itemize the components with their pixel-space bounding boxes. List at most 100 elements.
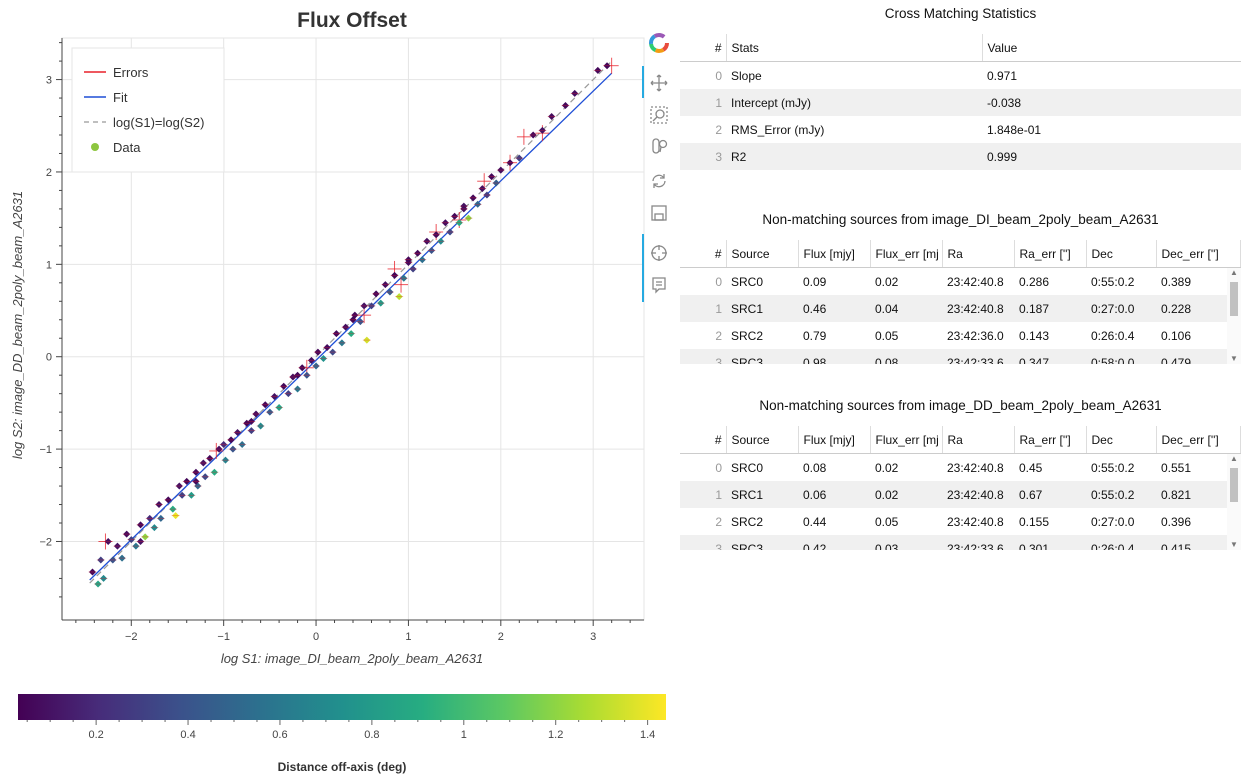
legend-label: Errors <box>113 65 149 80</box>
table-cell: 0.999 <box>982 143 1241 170</box>
col-header[interactable]: Dec <box>1086 426 1157 454</box>
table-cell: 0.02 <box>870 481 942 508</box>
table-cell: 0.09 <box>803 274 827 289</box>
col-header[interactable]: Flux [mjy] <box>798 426 871 454</box>
colorbar-tick-label: 1.2 <box>548 729 563 741</box>
col-header[interactable]: Source <box>726 240 799 268</box>
scrollbar[interactable]: ▲ ▼ <box>1227 268 1241 364</box>
table-cell: 0.551 <box>1161 460 1192 475</box>
col-header-index[interactable]: # <box>680 34 727 62</box>
table-cell: 0.04 <box>870 295 942 322</box>
table-cell: 0:26:0.4 <box>1086 535 1156 550</box>
table-cell: 0.03 <box>870 535 942 550</box>
row-index: 0 <box>715 68 722 83</box>
table-cell: 23:42:40.8 <box>947 514 1004 529</box>
colorbar-tick-label: 1.4 <box>640 729 655 741</box>
table-cell: 0.389 <box>1161 274 1192 289</box>
table-row[interactable]: 2 SRC2 0.44 0.05 23:42:40.8 0.155 0:27:0.0 0.39… <box>680 508 1241 535</box>
colorbar-tick-label: 1 <box>461 729 467 741</box>
table-row[interactable]: 3 R2 0.999 <box>680 143 1241 170</box>
wheel-zoom-icon[interactable] <box>648 136 670 158</box>
table-cell: 0.06 <box>798 481 870 508</box>
table-cell: 0:55:0.2 <box>1091 274 1135 289</box>
col-header-stats[interactable]: Stats <box>726 34 983 62</box>
row-index: 3 <box>680 143 726 170</box>
save-icon[interactable] <box>648 202 670 224</box>
table-row[interactable]: 3 SRC3 0.42 0.03 23:42:33.6 0.301 0:26:0.4 0.41… <box>680 535 1241 550</box>
row-index: 2 <box>715 514 722 529</box>
col-header[interactable]: Ra <box>942 426 1015 454</box>
table-row[interactable]: 0 SRC0 0.08 0.02 23:42:40.8 0.45 0:55:0.2 0.551 <box>680 454 1241 482</box>
table-cell: 0.347 <box>1014 349 1086 364</box>
col-header[interactable]: # <box>680 426 727 454</box>
crosshair-icon[interactable] <box>648 242 670 264</box>
col-header[interactable]: Source <box>726 426 799 454</box>
col-header[interactable]: Dec <box>1086 240 1157 268</box>
non-match-dd-table[interactable]: # Source Flux [mjy] Flux_err [mj Ra Ra_err ['… <box>680 426 1241 550</box>
bokeh-logo-icon[interactable] <box>648 32 670 54</box>
box-zoom-icon[interactable] <box>648 104 670 126</box>
table-row[interactable]: 3 SRC3 0.98 0.08 23:42:33.6 0.347 0:58:0.0 0.47… <box>680 349 1241 364</box>
col-header[interactable]: # <box>680 240 727 268</box>
non-match-di-table[interactable]: # Source Flux [mjy] Flux_err [mj Ra Ra_err ['… <box>680 240 1241 364</box>
col-header[interactable]: Ra <box>942 240 1015 268</box>
col-header-value[interactable]: Value <box>982 34 1241 62</box>
table-cell: 0:55:0.2 <box>1086 481 1156 508</box>
col-header[interactable]: Ra_err [''] <box>1014 240 1087 268</box>
table-cell: 0.228 <box>1156 295 1241 322</box>
table-cell: 0.98 <box>798 349 870 364</box>
table-row[interactable]: 1 Intercept (mJy) -0.038 <box>680 89 1241 116</box>
col-header[interactable]: Dec_err [''] <box>1156 426 1241 454</box>
x-tick-label: 2 <box>498 631 504 643</box>
row-index: 3 <box>680 349 726 364</box>
x-tick-label: −1 <box>217 631 230 643</box>
table-row[interactable]: 1 SRC1 0.06 0.02 23:42:40.8 0.67 0:55:0.2 0.821 <box>680 481 1241 508</box>
legend[interactable]: Errors Fit log(S1)=log(S2) Data <box>71 47 225 173</box>
table-cell: 0.971 <box>987 68 1018 83</box>
table-cell: 23:42:40.8 <box>947 274 1004 289</box>
y-tick-label: 2 <box>46 167 52 179</box>
table-cell: 0.79 <box>803 328 827 343</box>
table-cell: 0.821 <box>1156 481 1241 508</box>
row-index: 2 <box>715 122 722 137</box>
table-cell: SRC2 <box>731 514 764 529</box>
col-header[interactable]: Flux_err [mj <box>870 240 943 268</box>
table-cell: Intercept (mJy) <box>726 89 982 116</box>
table-row[interactable]: 2 RMS_Error (mJy) 1.848e-01 <box>680 116 1241 143</box>
table-cell: -0.038 <box>982 89 1241 116</box>
y-tick-label: 0 <box>46 352 52 364</box>
table-row[interactable]: 1 SRC1 0.46 0.04 23:42:40.8 0.187 0:27:0.0 0.22… <box>680 295 1241 322</box>
table-cell: 23:42:40.8 <box>942 295 1014 322</box>
table-cell: 0.02 <box>875 460 899 475</box>
table-cell: 23:42:40.8 <box>947 460 1004 475</box>
col-header[interactable]: Flux [mjy] <box>798 240 871 268</box>
table-row[interactable]: 2 SRC2 0.79 0.05 23:42:36.0 0.143 0:26:0.4 0.10… <box>680 322 1241 349</box>
hover-icon[interactable] <box>648 274 670 296</box>
table-cell: 0:26:0.4 <box>1091 328 1135 343</box>
legend-label: Fit <box>113 90 128 105</box>
colorbar-label: Distance off-axis (deg) <box>278 760 407 774</box>
x-tick-label: 1 <box>405 631 411 643</box>
col-header[interactable]: Ra_err [''] <box>1014 426 1087 454</box>
table-row[interactable]: 0 Slope 0.971 <box>680 62 1241 90</box>
table-cell: SRC3 <box>726 535 798 550</box>
col-header[interactable]: Dec_err [''] <box>1156 240 1241 268</box>
col-header[interactable]: Flux_err [mj <box>870 426 943 454</box>
y-tick-label: 1 <box>46 259 52 271</box>
table-cell: 0:55:0.2 <box>1091 460 1135 475</box>
table-cell: SRC3 <box>726 349 798 364</box>
table-cell: 0.45 <box>1019 460 1043 475</box>
table-cell: 0.155 <box>1019 514 1050 529</box>
pan-icon[interactable] <box>648 72 670 94</box>
chart-title: Flux Offset <box>297 9 407 32</box>
table-cell: SRC1 <box>726 481 798 508</box>
x-tick-label: 3 <box>590 631 596 643</box>
table-row[interactable]: 0 SRC0 0.09 0.02 23:42:40.8 0.286 0:55:0.2 0.38… <box>680 268 1241 296</box>
table-cell: 0:27:0.0 <box>1091 514 1135 529</box>
reset-icon[interactable] <box>648 170 670 192</box>
legend-box <box>71 47 225 173</box>
stats-table[interactable]: # Stats Value 0 Slope 0.971 1 Intercept (mJy… <box>680 34 1241 170</box>
table-cell: RMS_Error (mJy) <box>731 122 825 137</box>
table-cell: 0.44 <box>803 514 827 529</box>
scrollbar[interactable]: ▲ ▼ <box>1227 454 1241 550</box>
